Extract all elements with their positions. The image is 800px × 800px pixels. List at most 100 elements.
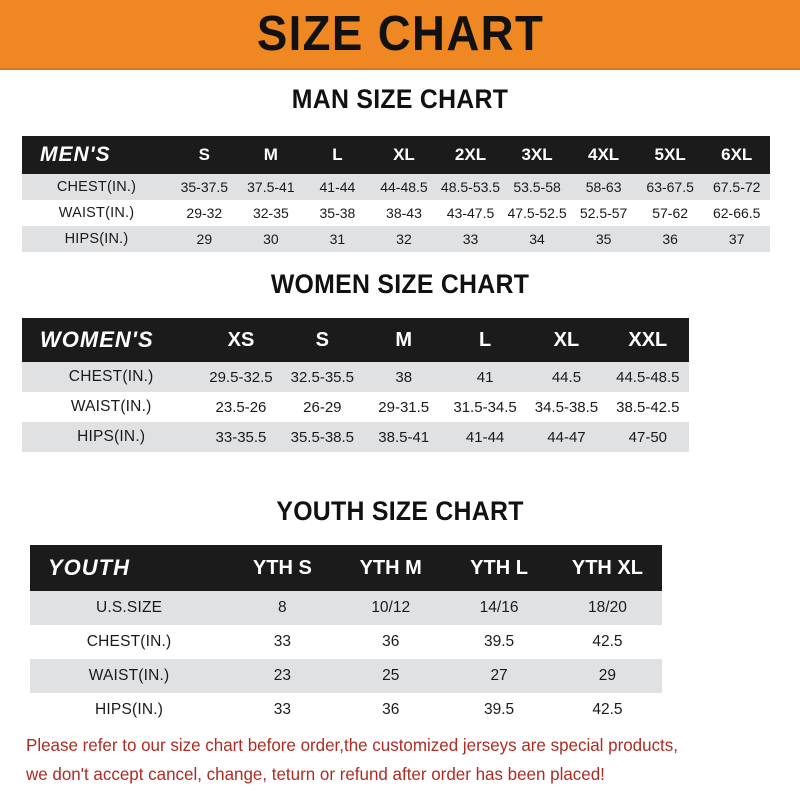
man-table-row: CHEST(IN.) 35-37.5 37.5-41 41-44 44-48.5 48.5… (22, 174, 770, 200)
youth-row-label: HIPS(IN.) (30, 693, 229, 727)
man-column-header: L (304, 136, 371, 174)
youth-cell: 10/12 (336, 591, 445, 625)
women-table-body: CHEST(IN.) 29.5-32.5 32.5-35.5 38 41 44.5 44.5… (22, 362, 770, 452)
women-row-label: CHEST(IN.) (22, 362, 201, 392)
women-column-header: S (281, 318, 364, 362)
youth-cell-empty (661, 591, 770, 625)
youth-cell-empty (662, 625, 770, 659)
man-row-label: WAIST(IN.) (22, 200, 172, 226)
women-column-header: XXL (607, 318, 689, 362)
man-cell: 47.5-52.5 (503, 200, 571, 226)
women-cell: 31.5-34.5 (444, 392, 526, 422)
man-cell: 32-35 (237, 200, 305, 226)
youth-table-row: WAIST(IN.) 23 25 27 29 (30, 659, 770, 693)
women-column-header: L (444, 318, 526, 362)
women-section-title: WOMEN SIZE CHART (270, 269, 530, 299)
man-cell: 57-62 (636, 200, 704, 226)
man-cell: 43-47.5 (437, 200, 504, 226)
youth-cell: 33 (228, 625, 337, 659)
man-column-header: 2XL (437, 136, 504, 174)
man-cell: 52.5-57 (570, 200, 637, 226)
youth-column-header: YTH M (336, 545, 445, 591)
youth-cell: 39.5 (444, 693, 554, 727)
youth-cell: 39.5 (444, 625, 554, 659)
women-cell: 29-31.5 (363, 392, 445, 422)
youth-cell: 14/16 (444, 591, 554, 625)
women-column-header: XL (525, 318, 608, 362)
man-cell: 32 (370, 226, 438, 252)
man-table-head: MEN'S S M L XL 2XL 3XL 4XL 5XL 6XL (22, 136, 770, 174)
women-cell: 38.5-41 (363, 422, 445, 452)
women-cell: 38 (363, 362, 445, 392)
man-cell: 30 (237, 226, 305, 252)
page-title: SIZE CHART (256, 6, 544, 61)
youth-cell-empty (662, 693, 770, 727)
women-cell: 38.5-42.5 (607, 392, 689, 422)
women-header-label: WOMEN'S (22, 318, 201, 362)
man-cell: 35-37.5 (171, 174, 238, 200)
youth-row-label: CHEST(IN.) (30, 625, 229, 659)
youth-cell: 18/20 (553, 591, 662, 625)
man-row-label: HIPS(IN.) (22, 226, 172, 252)
page-banner: SIZE CHART (0, 0, 800, 70)
youth-cell: 23 (228, 659, 337, 693)
women-cell: 32.5-35.5 (281, 362, 364, 392)
man-table-row: WAIST(IN.) 29-32 32-35 35-38 38-43 43-47.5 47.… (22, 200, 770, 226)
women-cell: 35.5-38.5 (281, 422, 364, 452)
women-cell: 47-50 (607, 422, 689, 452)
man-header-label: MEN'S (22, 136, 172, 174)
women-cell: 23.5-26 (200, 392, 282, 422)
youth-header-label: YOUTH (30, 545, 229, 591)
youth-cell: 25 (336, 659, 445, 693)
man-cell: 37.5-41 (237, 174, 305, 200)
footer-disclaimer: Please refer to our size chart before or… (26, 731, 755, 789)
footer-line-2: we don't accept cancel, change, teturn o… (26, 764, 605, 784)
women-cell: 29.5-32.5 (200, 362, 282, 392)
youth-row-label: U.S.SIZE (30, 591, 229, 625)
man-size-table-wrapper: MEN'S S M L XL 2XL 3XL 4XL 5XL 6XL CHEST(IN.) 35-3… (22, 136, 770, 252)
youth-cell: 36 (336, 693, 445, 727)
man-header-row: MEN'S S M L XL 2XL 3XL 4XL 5XL 6XL (22, 136, 770, 174)
youth-table-row: CHEST(IN.) 33 36 39.5 42.5 (30, 625, 770, 659)
man-cell: 53.5-58 (503, 174, 571, 200)
man-column-header: XL (370, 136, 438, 174)
women-column-header-empty (689, 318, 770, 362)
youth-table-head: YOUTH YTH S YTH M YTH L YTH XL (30, 545, 770, 591)
man-cell: 31 (304, 226, 371, 252)
youth-cell: 36 (336, 625, 445, 659)
youth-header-row: YOUTH YTH S YTH M YTH L YTH XL (30, 545, 770, 591)
youth-cell-empty (661, 659, 770, 693)
women-row-label: WAIST(IN.) (22, 392, 201, 422)
man-cell: 35 (570, 226, 637, 252)
women-row-label: HIPS(IN.) (22, 422, 201, 452)
youth-cell: 29 (553, 659, 662, 693)
man-cell: 37 (703, 226, 770, 252)
women-table-row: CHEST(IN.) 29.5-32.5 32.5-35.5 38 41 44.5 44.5… (22, 362, 770, 392)
youth-section-title: YOUTH SIZE CHART (276, 496, 524, 526)
man-cell: 29 (171, 226, 238, 252)
women-header-row: WOMEN'S XS S M L XL XXL (22, 318, 770, 362)
women-cell-empty (689, 392, 770, 422)
women-cell: 41 (444, 362, 526, 392)
man-cell: 35-38 (304, 200, 371, 226)
youth-table-row: U.S.SIZE 8 10/12 14/16 18/20 (30, 591, 770, 625)
youth-column-header: YTH L (444, 545, 554, 591)
youth-cell: 33 (228, 693, 337, 727)
women-table-row: HIPS(IN.) 33-35.5 35.5-38.5 38.5-41 41-44 44-… (22, 422, 770, 452)
man-column-header: 4XL (570, 136, 637, 174)
man-column-header: 5XL (636, 136, 704, 174)
youth-column-header: YTH XL (553, 545, 662, 591)
man-column-header: 3XL (503, 136, 571, 174)
women-cell: 44.5 (525, 362, 608, 392)
women-cell: 41-44 (444, 422, 526, 452)
man-row-label: CHEST(IN.) (22, 174, 172, 200)
man-cell: 48.5-53.5 (437, 174, 504, 200)
women-size-table-wrapper: WOMEN'S XS S M L XL XXL CHEST(IN.) 29.5-32.5 32.… (22, 318, 770, 452)
youth-column-header-empty (662, 545, 770, 591)
youth-table-body: U.S.SIZE 8 10/12 14/16 18/20 CHEST(IN.) 33 36 3… (30, 591, 770, 727)
youth-column-header: YTH S (228, 545, 337, 591)
women-cell-empty (688, 422, 770, 452)
footer-line-1: Please refer to our size chart before or… (26, 735, 678, 755)
man-cell: 38-43 (370, 200, 438, 226)
man-section-title: MAN SIZE CHART (291, 84, 509, 114)
